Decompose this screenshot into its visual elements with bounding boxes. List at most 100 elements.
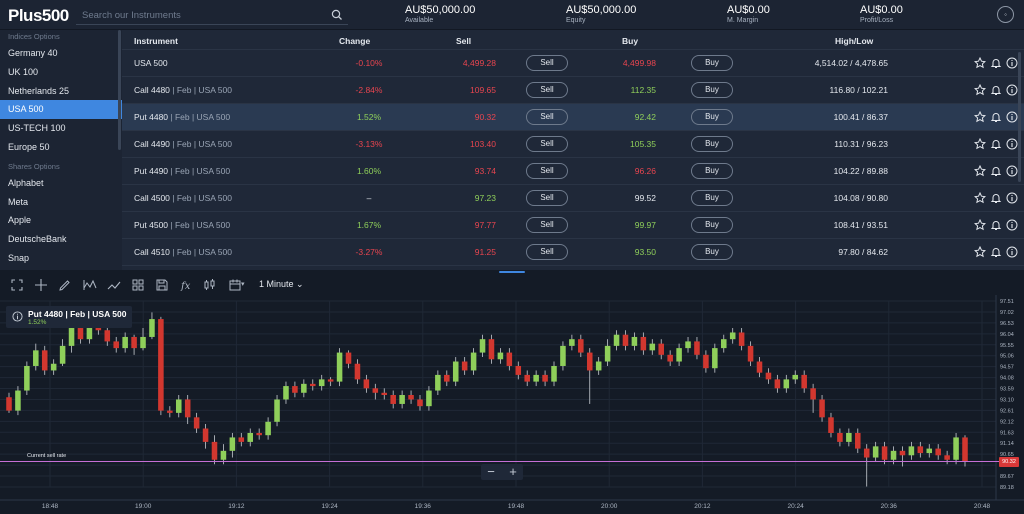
candle bbox=[595, 361, 602, 371]
crosshair-icon[interactable] bbox=[34, 278, 48, 292]
candle bbox=[569, 339, 575, 346]
plus500-logo[interactable]: Plus500 bbox=[8, 6, 69, 25]
bell-icon[interactable] bbox=[990, 165, 1002, 177]
sell-button[interactable]: Sell bbox=[526, 163, 568, 179]
info-icon[interactable] bbox=[1006, 138, 1018, 150]
calendar-icon[interactable] bbox=[228, 278, 242, 292]
sidebar-item-deutschebank[interactable]: DeutscheBank bbox=[8, 234, 67, 245]
sell-button[interactable]: Sell bbox=[526, 55, 568, 71]
info-icon[interactable] bbox=[1006, 111, 1018, 123]
bell-icon[interactable] bbox=[990, 111, 1002, 123]
table-row[interactable]: Call 4480 | Feb | USA 500 -2.84% 109.65 Sel… bbox=[122, 77, 1024, 104]
info-icon[interactable] bbox=[1006, 219, 1018, 231]
buy-button[interactable]: Buy bbox=[691, 55, 733, 71]
star-icon[interactable] bbox=[974, 192, 986, 204]
sidebar-item-apple[interactable]: Apple bbox=[8, 215, 32, 226]
resize-handle[interactable] bbox=[499, 271, 525, 273]
table-scrollbar[interactable] bbox=[1018, 52, 1021, 182]
buy-price: 99.97 bbox=[634, 220, 656, 230]
zoom-in-button[interactable]: + bbox=[509, 464, 517, 479]
buy-button[interactable]: Buy bbox=[691, 109, 733, 125]
trend-icon[interactable] bbox=[107, 278, 121, 292]
info-icon[interactable] bbox=[12, 311, 23, 322]
current-sell-rate-tag: 90.32 bbox=[999, 456, 1019, 467]
info-icon[interactable] bbox=[1006, 84, 1018, 96]
buy-button[interactable]: Buy bbox=[691, 244, 733, 260]
sell-button[interactable]: Sell bbox=[526, 136, 568, 152]
zoom-out-button[interactable]: − bbox=[487, 464, 495, 479]
sidebar-item-netherlands-25[interactable]: Netherlands 25 bbox=[8, 85, 70, 96]
sidebar-item-alphabet[interactable]: Alphabet bbox=[8, 177, 44, 188]
star-icon[interactable] bbox=[974, 165, 986, 177]
candle bbox=[837, 432, 843, 442]
table-row[interactable]: Call 4500 | Feb | USA 500 – 97.23 Sell 99.52… bbox=[122, 185, 1024, 212]
candles-icon[interactable] bbox=[203, 278, 217, 292]
sidebar-item-uk-100[interactable]: UK 100 bbox=[8, 66, 39, 77]
info-icon[interactable] bbox=[1006, 57, 1018, 69]
table-row[interactable]: Put 4480 | Feb | USA 500 1.52% 90.32 Sell 92… bbox=[122, 104, 1024, 131]
calendar-chevron-icon[interactable]: ▾ bbox=[241, 281, 245, 288]
star-icon[interactable] bbox=[974, 246, 986, 258]
info-icon[interactable] bbox=[1006, 192, 1018, 204]
user-menu-icon[interactable]: ◦ bbox=[997, 6, 1014, 23]
bell-icon[interactable] bbox=[990, 219, 1002, 231]
star-icon[interactable] bbox=[974, 111, 986, 123]
sell-button[interactable]: Sell bbox=[526, 244, 568, 260]
sidebar-item-us-tech-100[interactable]: US-TECH 100 bbox=[8, 123, 66, 134]
buy-button[interactable]: Buy bbox=[691, 163, 733, 179]
table-row[interactable]: Call 4490 | Feb | USA 500 -3.13% 103.40 Sel… bbox=[122, 131, 1024, 158]
table-row[interactable]: USA 500 -0.10% 4,499.28 Sell 4,499.98 Buy 4,51… bbox=[122, 50, 1024, 77]
candle bbox=[184, 399, 191, 418]
sell-button[interactable]: Sell bbox=[526, 109, 568, 125]
stat-available-label: Available bbox=[405, 17, 434, 24]
sidebar-item-europe-50[interactable]: Europe 50 bbox=[8, 141, 50, 152]
table-row[interactable]: Put 4500 | Feb | USA 500 1.67% 97.77 Sell 99… bbox=[122, 212, 1024, 239]
indicator-icon[interactable]: fx bbox=[180, 278, 194, 292]
sell-price: 103.40 bbox=[470, 139, 496, 149]
wave-icon[interactable] bbox=[83, 278, 97, 292]
candle bbox=[551, 365, 557, 382]
star-icon[interactable] bbox=[974, 57, 986, 69]
table-row[interactable]: Put 4490 | Feb | USA 500 1.60% 93.74 Sell 96… bbox=[122, 158, 1024, 185]
chart-canvas[interactable]: 97.51 97.02 96.53 96.04 95.55 95.06 94.57 94.08… bbox=[0, 295, 1024, 514]
bell-icon[interactable] bbox=[990, 57, 1002, 69]
instrument-title: Call 4510 bbox=[134, 247, 170, 257]
sidebar-item-usa-500[interactable]: USA 500 bbox=[0, 100, 122, 120]
sidebar-item-meta[interactable]: Meta bbox=[8, 196, 29, 207]
sidebar-scrollbar[interactable] bbox=[118, 30, 121, 150]
buy-price: 92.42 bbox=[634, 112, 656, 122]
price-chart[interactable]: 97.51 97.02 96.53 96.04 95.55 95.06 94.57 94.08… bbox=[0, 295, 1024, 514]
sidebar-item-snap[interactable]: Snap bbox=[8, 252, 30, 263]
star-icon[interactable] bbox=[974, 219, 986, 231]
sell-button[interactable]: Sell bbox=[526, 82, 568, 98]
buy-button[interactable]: Buy bbox=[691, 136, 733, 152]
search-icon[interactable] bbox=[330, 8, 344, 22]
candle bbox=[872, 446, 879, 458]
bell-icon[interactable] bbox=[990, 192, 1002, 204]
save-icon[interactable] bbox=[155, 278, 169, 292]
sell-button[interactable]: Sell bbox=[526, 190, 568, 206]
timeframe-select[interactable]: 1 Minute ⌄ bbox=[259, 279, 304, 290]
fullscreen-icon[interactable] bbox=[10, 278, 24, 292]
bell-icon[interactable] bbox=[990, 84, 1002, 96]
candle bbox=[6, 397, 12, 411]
buy-button[interactable]: Buy bbox=[691, 82, 733, 98]
draw-icon[interactable] bbox=[58, 278, 72, 292]
candle bbox=[720, 339, 727, 349]
bell-icon[interactable] bbox=[990, 138, 1002, 150]
table-row[interactable]: Call 4510 | Feb | USA 500 -3.27% 91.25 Sell… bbox=[122, 239, 1024, 266]
search-input[interactable] bbox=[76, 5, 316, 25]
star-icon[interactable] bbox=[974, 84, 986, 96]
sidebar-item-germany-40[interactable]: Germany 40 bbox=[8, 48, 58, 58]
info-icon[interactable] bbox=[1006, 165, 1018, 177]
info-icon[interactable] bbox=[1006, 246, 1018, 258]
buy-button[interactable]: Buy bbox=[691, 190, 733, 206]
buy-button[interactable]: Buy bbox=[691, 217, 733, 233]
y-tick-label: 91.14 bbox=[1000, 441, 1014, 447]
layout-icon[interactable] bbox=[131, 278, 145, 292]
sell-button[interactable]: Sell bbox=[526, 217, 568, 233]
bell-icon[interactable] bbox=[990, 246, 1002, 258]
candle bbox=[113, 341, 119, 349]
star-icon[interactable] bbox=[974, 138, 986, 150]
candle bbox=[220, 450, 227, 460]
